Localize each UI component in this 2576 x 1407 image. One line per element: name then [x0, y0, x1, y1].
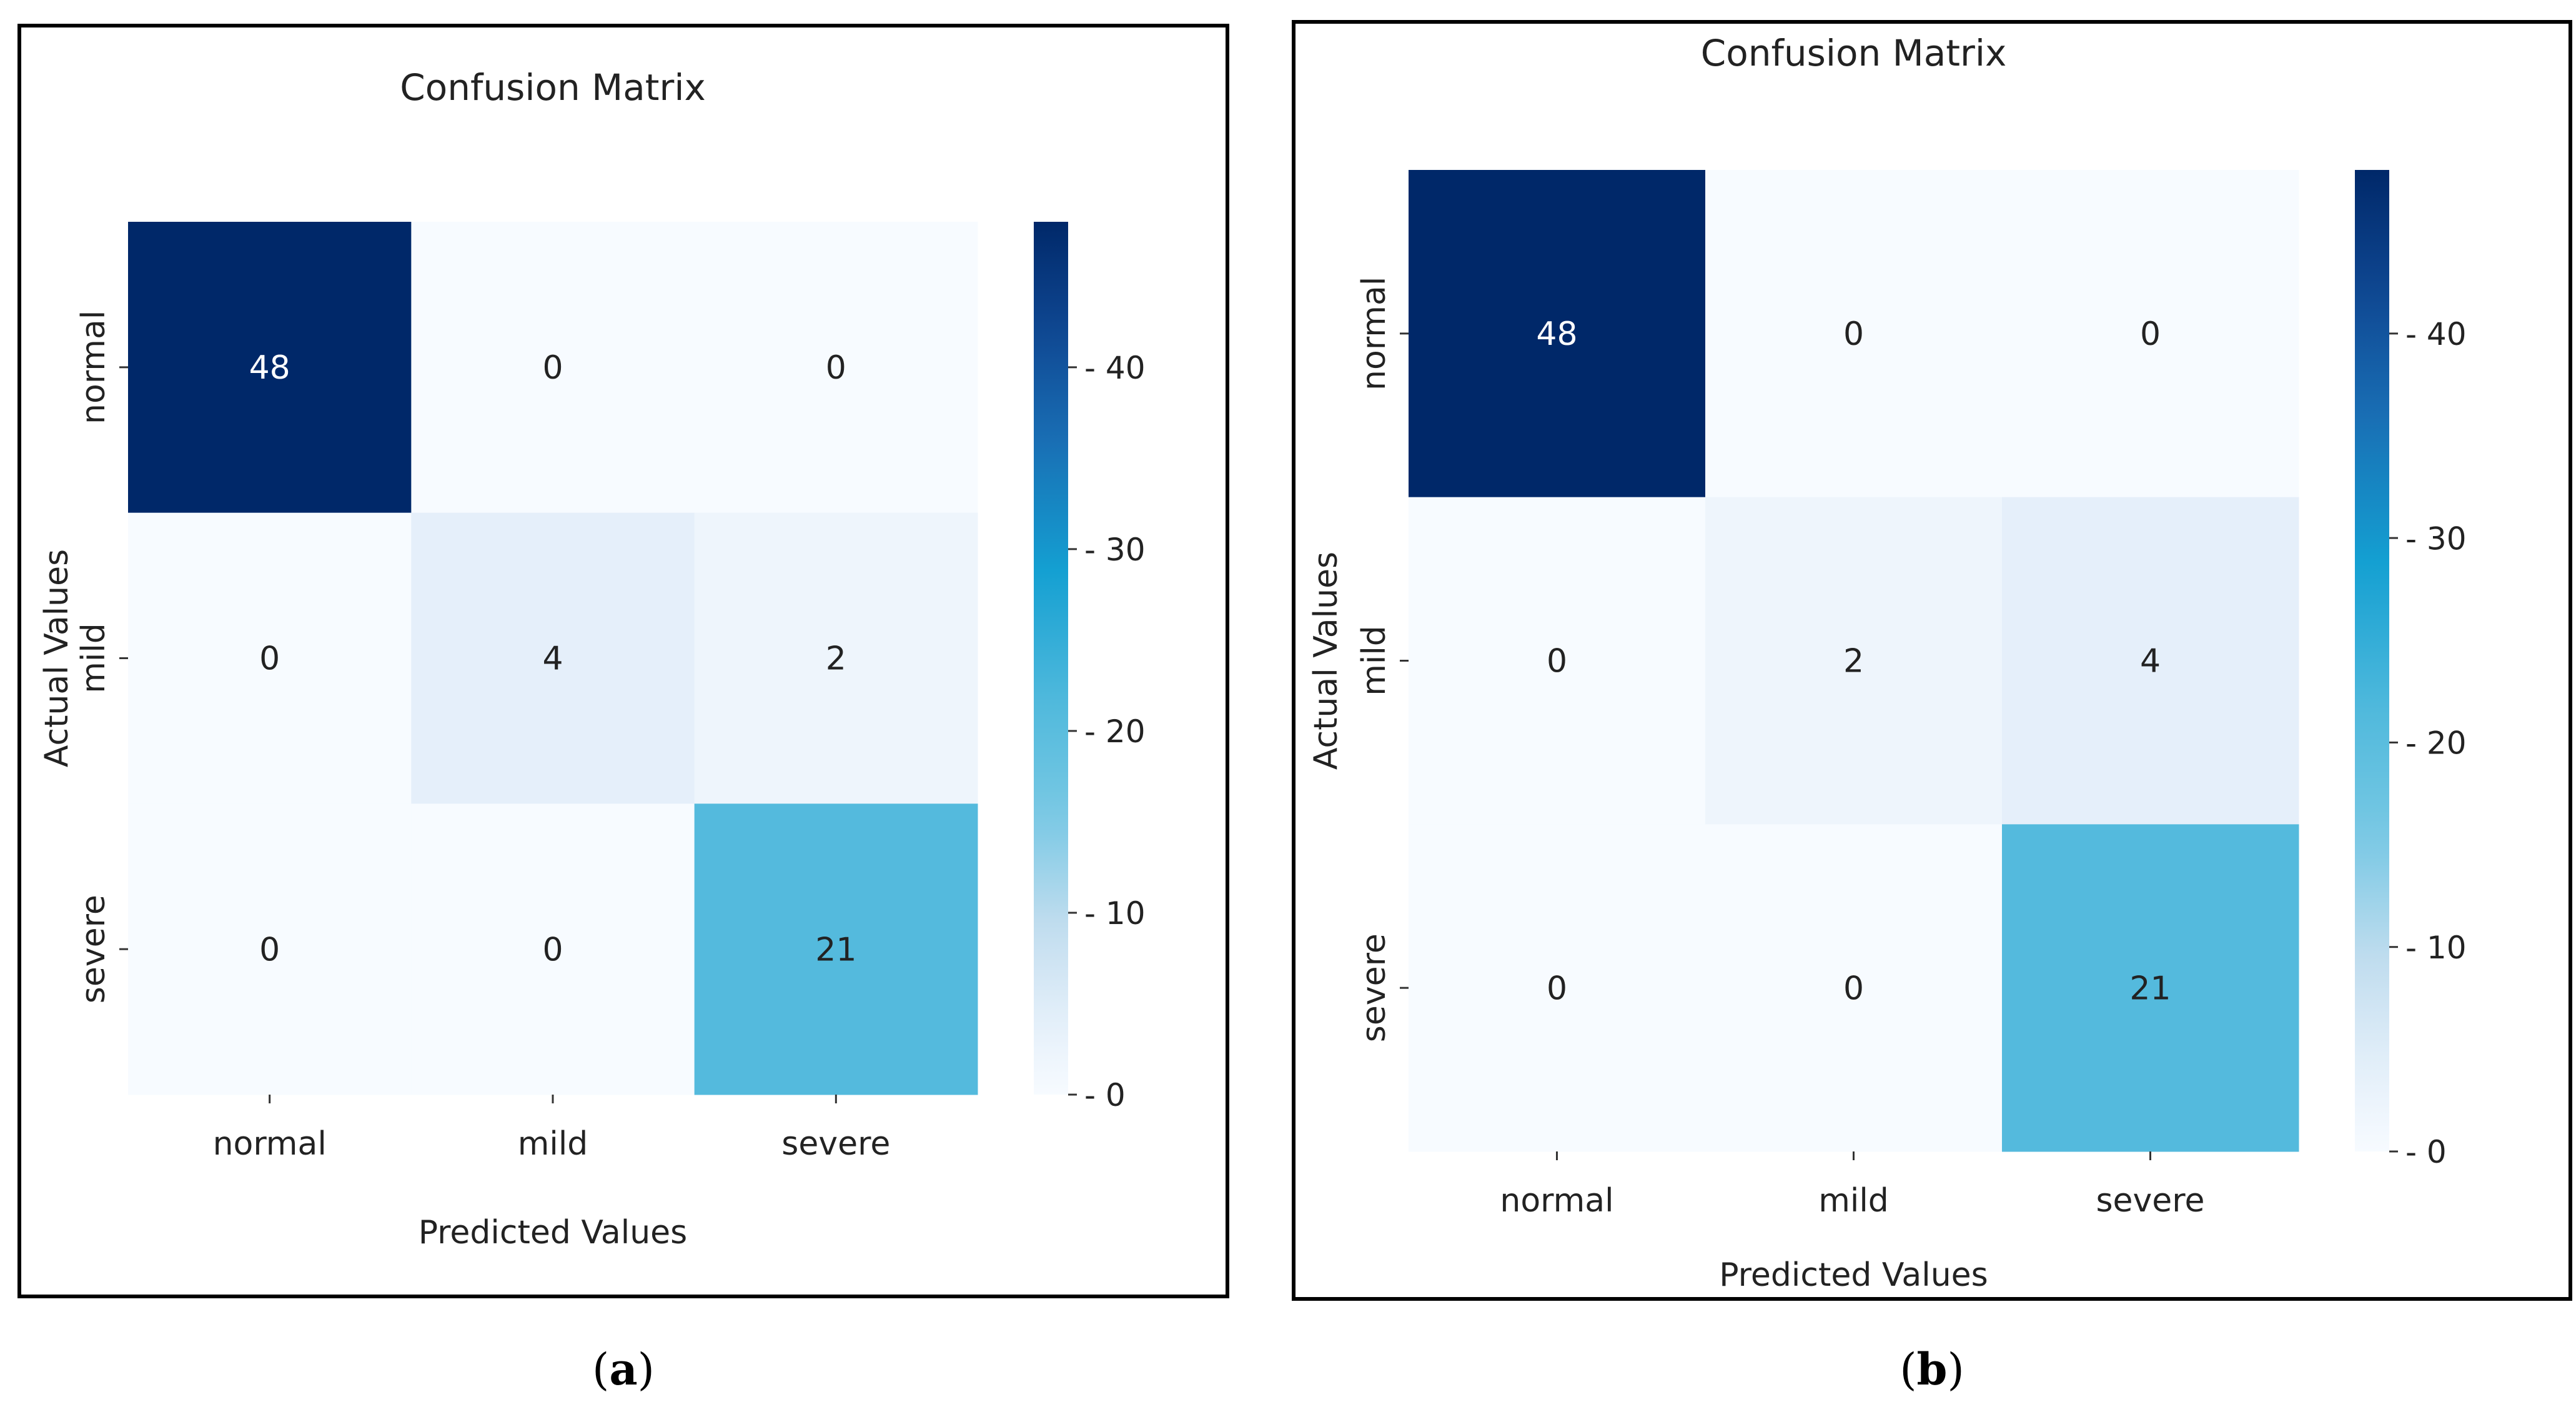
panel-a-frame: [17, 24, 1229, 1298]
caption-b: (b): [1900, 1343, 1964, 1395]
caption-a: (a): [592, 1343, 655, 1395]
panel-b-frame: [1292, 20, 2572, 1301]
